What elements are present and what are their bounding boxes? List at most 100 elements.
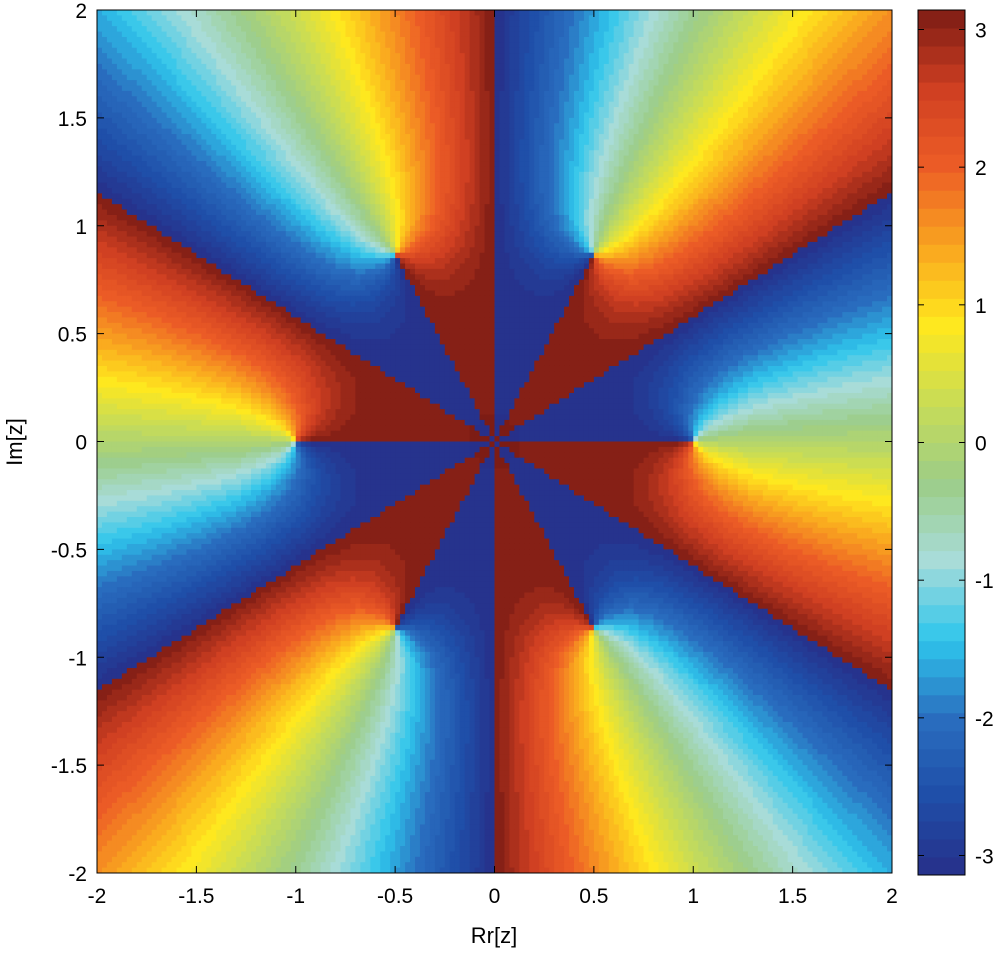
heatmap-cell — [569, 20, 575, 27]
heatmap-cell — [126, 26, 133, 33]
heatmap-cell — [703, 112, 709, 119]
heatmap-cell — [360, 15, 366, 22]
heatmap-cell — [419, 101, 426, 108]
heatmap-cell — [424, 85, 431, 92]
heatmap-cell — [439, 150, 446, 157]
heatmap-cell — [777, 123, 784, 130]
heatmap-cell — [330, 150, 337, 157]
heatmap-cell — [777, 10, 784, 16]
heatmap-cell — [683, 117, 689, 124]
heatmap-cell — [365, 171, 371, 178]
heatmap-cell — [822, 112, 829, 119]
heatmap-cell — [648, 26, 655, 33]
heatmap-cell — [434, 69, 441, 76]
heatmap-cell — [862, 96, 868, 103]
heatmap-cell — [504, 128, 511, 135]
heatmap-cell — [121, 15, 128, 22]
heatmap-cell — [424, 36, 431, 43]
heatmap-cell — [226, 161, 232, 168]
heatmap-cell — [708, 139, 714, 146]
heatmap-cell — [574, 42, 580, 49]
heatmap-cell — [618, 31, 625, 38]
heatmap-cell — [191, 112, 197, 119]
heatmap-cell — [588, 117, 595, 124]
heatmap-cell — [554, 36, 560, 43]
heatmap-cell — [797, 150, 804, 157]
heatmap-cell — [574, 96, 580, 103]
heatmap-cell — [181, 171, 188, 178]
heatmap-cell — [827, 123, 833, 130]
heatmap-cell — [429, 36, 436, 43]
heatmap-cell — [181, 36, 188, 43]
heatmap-cell — [877, 90, 883, 97]
heatmap-cell — [444, 80, 451, 87]
heatmap-cell — [345, 101, 352, 108]
heatmap-cell — [593, 26, 600, 33]
heatmap-cell — [424, 47, 431, 54]
heatmap-cell — [762, 150, 769, 157]
heatmap-cell — [887, 42, 892, 49]
heatmap-cell — [151, 15, 158, 22]
heatmap-cell — [151, 139, 158, 146]
heatmap-cell — [658, 107, 665, 114]
heatmap-cell — [454, 42, 461, 49]
heatmap-cell — [544, 69, 550, 76]
heatmap-cell — [325, 150, 332, 157]
heatmap-cell — [867, 53, 873, 60]
heatmap-cell — [464, 161, 471, 168]
heatmap-cell — [752, 26, 759, 33]
heatmap-cell — [260, 15, 267, 22]
heatmap-cell — [827, 150, 833, 157]
heatmap-cell — [782, 80, 789, 87]
heatmap-cell — [693, 101, 699, 108]
heatmap-cell — [246, 90, 252, 97]
heatmap-cell — [191, 123, 197, 130]
heatmap-cell — [434, 107, 441, 114]
heatmap-cell — [569, 42, 575, 49]
heatmap-cell — [703, 74, 709, 81]
heatmap-cell — [260, 150, 267, 157]
heatmap-cell — [136, 139, 143, 146]
heatmap-cell — [395, 69, 401, 76]
heatmap-cell — [126, 31, 133, 38]
heatmap-cell — [256, 128, 262, 135]
heatmap-cell — [708, 80, 714, 87]
heatmap-cell — [295, 31, 302, 38]
heatmap-cell — [757, 144, 764, 151]
heatmap-cell — [395, 20, 401, 27]
heatmap-cell — [97, 155, 103, 162]
heatmap-cell — [256, 31, 262, 38]
heatmap-cell — [489, 128, 496, 135]
heatmap-cell — [449, 63, 456, 70]
heatmap-cell — [156, 107, 163, 114]
heatmap-cell — [216, 36, 222, 43]
heatmap-cell — [171, 63, 178, 70]
heatmap-cell — [285, 112, 292, 119]
heatmap-cell — [216, 166, 222, 173]
heatmap-cell — [415, 74, 421, 81]
heatmap-cell — [305, 36, 312, 43]
heatmap-cell — [713, 134, 719, 141]
heatmap-cell — [464, 101, 471, 108]
heatmap-cell — [554, 20, 560, 27]
heatmap-cell — [300, 112, 307, 119]
heatmap-cell — [633, 134, 640, 141]
heatmap-cell — [837, 112, 843, 119]
heatmap-cell — [578, 150, 585, 157]
heatmap-cell — [310, 150, 317, 157]
heatmap-cell — [330, 85, 337, 92]
heatmap-cell — [171, 90, 178, 97]
heatmap-cell — [246, 80, 252, 87]
heatmap-cell — [285, 47, 292, 54]
heatmap-cell — [241, 90, 247, 97]
heatmap-cell — [439, 42, 446, 49]
heatmap-cell — [146, 63, 153, 70]
heatmap-cell — [578, 26, 585, 33]
heatmap-cell — [439, 139, 446, 146]
heatmap-cell — [817, 128, 824, 135]
heatmap-cell — [146, 47, 153, 54]
heatmap-cell — [260, 101, 267, 108]
heatmap-cell — [469, 47, 476, 54]
heatmap-cell — [583, 20, 590, 27]
heatmap-cell — [683, 139, 689, 146]
